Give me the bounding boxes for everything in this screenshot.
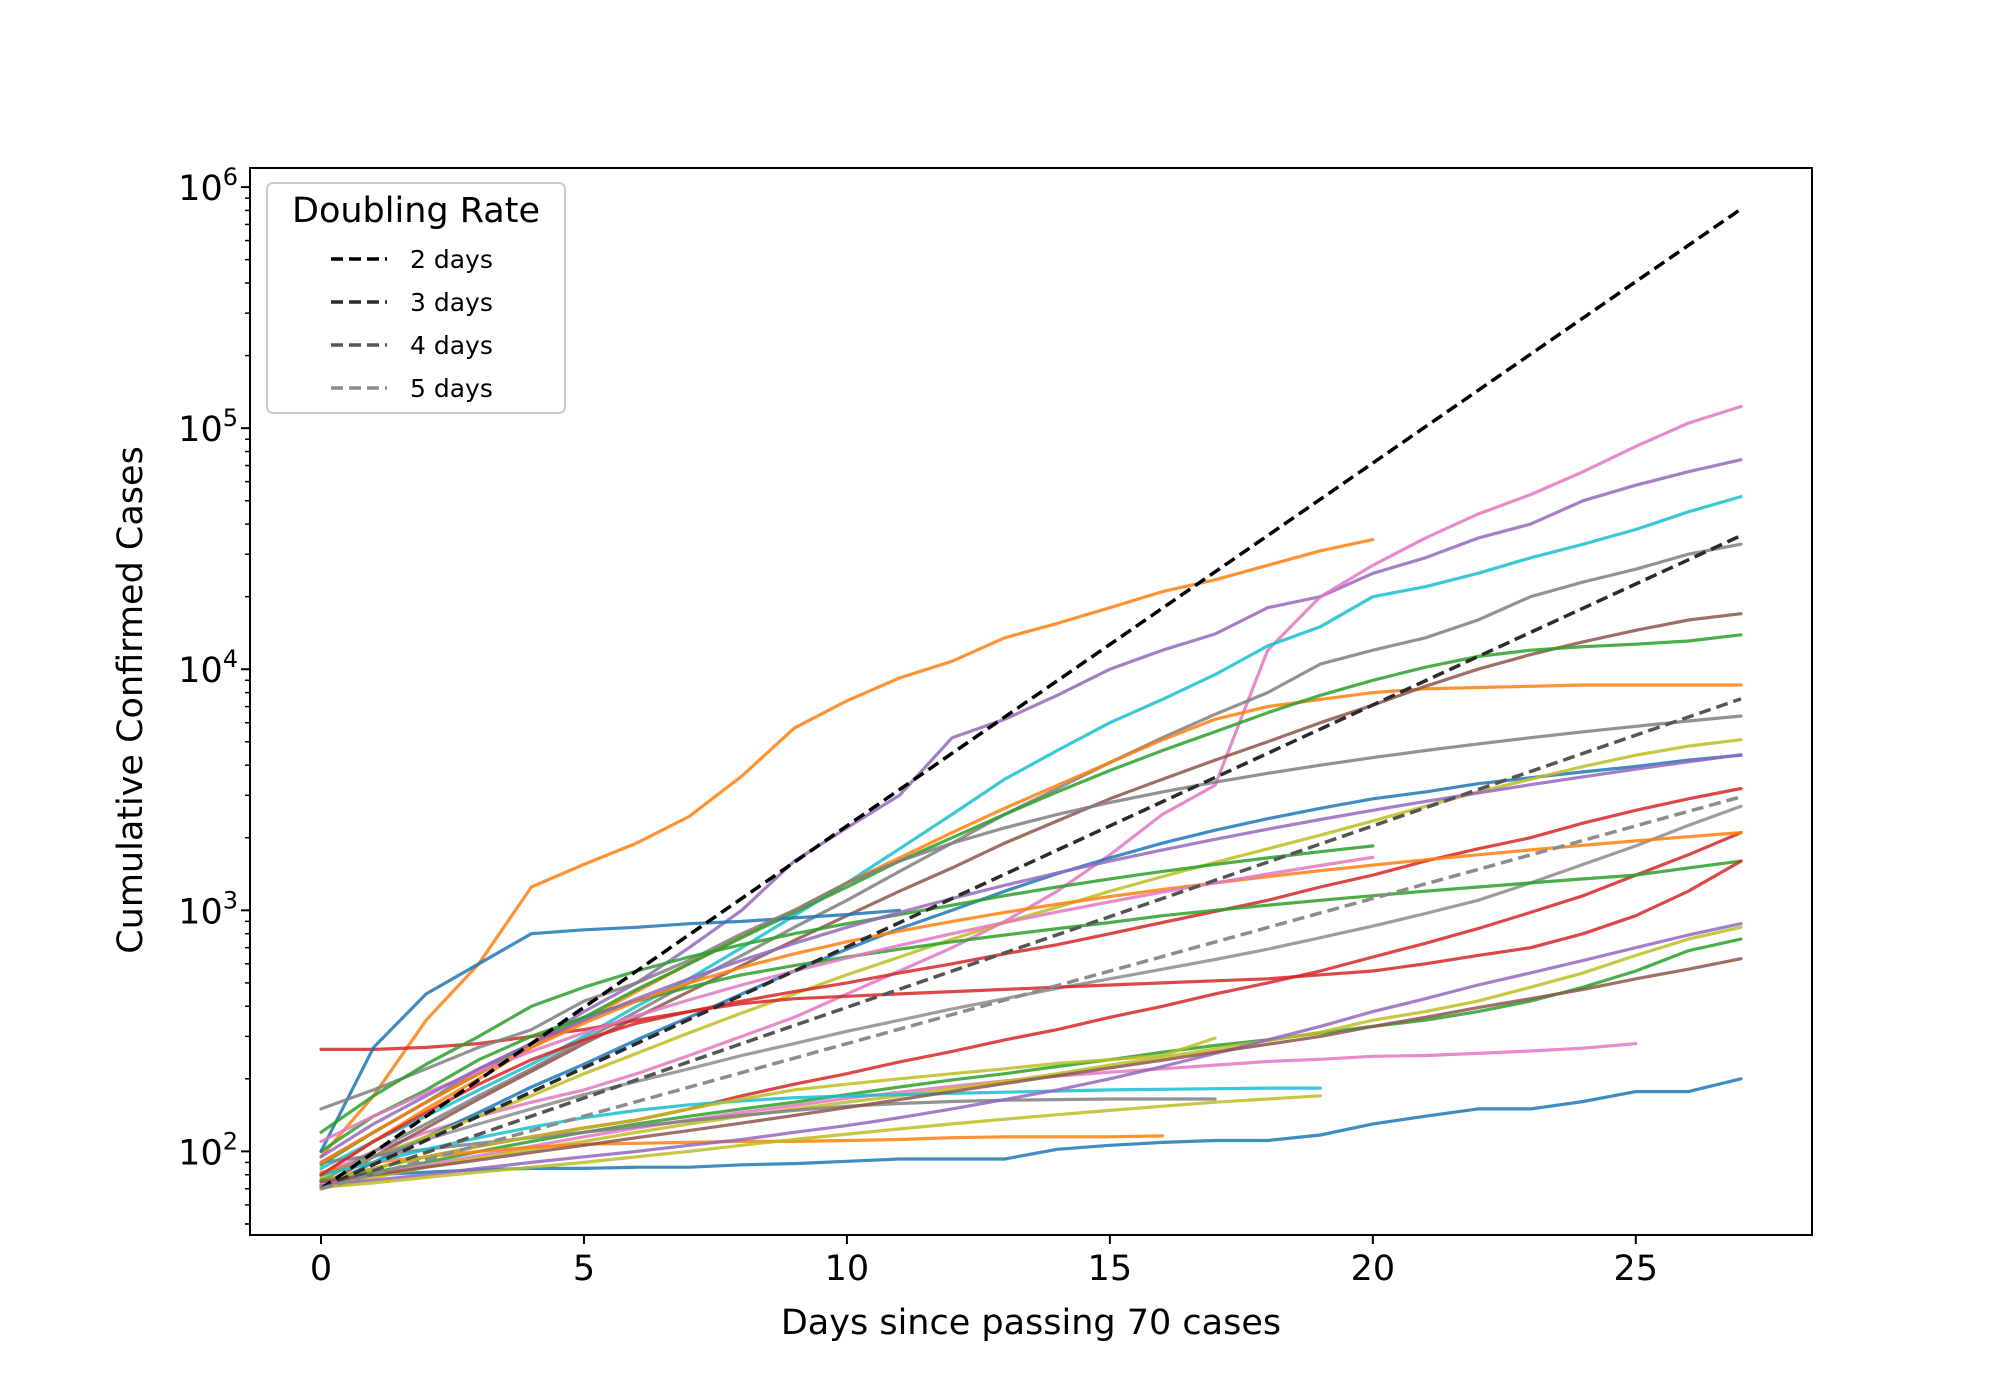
series-line-29 <box>319 830 1743 1165</box>
series-line-25 <box>319 922 1743 1188</box>
legend-label-4: 5 days <box>410 374 493 403</box>
doubling-line-5-days <box>320 795 1742 1191</box>
legend: Doubling Rate 2 days 3 days 4 days 5 days <box>266 182 566 414</box>
series-line-17 <box>319 1134 1165 1174</box>
y-tick-label: 106 <box>178 163 238 209</box>
legend-title: Doubling Rate <box>292 191 540 231</box>
series-line-32 <box>319 753 1743 1159</box>
y-tick-label: 103 <box>178 886 238 932</box>
series-line-31 <box>319 1094 1322 1189</box>
doubling-line-4-days <box>320 697 1742 1191</box>
series-line-23 <box>319 908 902 1154</box>
x-tick-label: 5 <box>573 1249 595 1289</box>
series-line-12 <box>319 937 1743 1182</box>
x-tick-label: 20 <box>1351 1249 1396 1289</box>
legend-box <box>266 182 566 414</box>
series-lines <box>319 404 1743 1191</box>
x-axis-label: Days since passing 70 cases <box>781 1303 1281 1343</box>
series-line-3 <box>319 404 1743 1177</box>
y-tick-label: 102 <box>178 1127 238 1173</box>
plot-area-frame <box>249 167 1813 1236</box>
doubling-rate-lines <box>320 207 1742 1191</box>
series-line-18 <box>319 1097 1217 1165</box>
series-line-7 <box>319 612 1743 1188</box>
series-line-24 <box>319 714 1743 1111</box>
series-line-19 <box>319 1086 1322 1177</box>
series-line-10 <box>319 738 1743 1180</box>
x-axis-ticks: 0 5 10 15 20 25 <box>310 1235 1658 1289</box>
y-axis-ticks: 102 103 104 105 106 <box>178 163 250 1225</box>
y-tick-label: 104 <box>178 645 238 691</box>
y-axis-label: Cumulative Confirmed Cases <box>111 446 151 954</box>
legend-entries: 2 days 3 days 4 days 5 days <box>331 245 493 403</box>
doubling-line-3-days <box>320 534 1742 1191</box>
series-line-27 <box>319 859 1743 1177</box>
series-line-26 <box>319 957 1743 1184</box>
series-line-16 <box>319 804 1743 1177</box>
legend-label-1: 2 days <box>410 245 493 274</box>
legend-label-2: 3 days <box>410 288 493 317</box>
x-tick-label: 10 <box>825 1249 870 1289</box>
y-tick-label: 105 <box>178 404 238 450</box>
x-tick-label: 25 <box>1614 1249 1659 1289</box>
series-line-22 <box>319 859 1743 1154</box>
series-line-28 <box>319 844 1375 1134</box>
x-tick-label: 15 <box>1088 1249 1133 1289</box>
series-line-13 <box>319 1077 1743 1188</box>
x-tick-label: 0 <box>310 1249 332 1289</box>
legend-label-3: 4 days <box>410 331 493 360</box>
